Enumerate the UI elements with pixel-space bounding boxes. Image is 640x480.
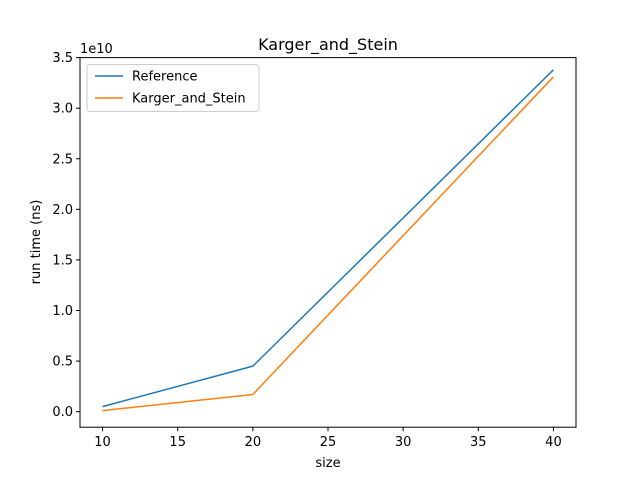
x-tick-label: 10: [94, 435, 111, 450]
y-tick-label: 0.0: [52, 405, 73, 420]
x-tick-label: 40: [545, 435, 562, 450]
y-tick-label: 2.5: [52, 152, 73, 167]
y-tick-label: 1.5: [52, 253, 73, 268]
series-line-karger-and-stein: [102, 76, 554, 412]
y-offset-label: 1e10: [80, 42, 113, 57]
y-tick-label: 3.5: [52, 51, 73, 66]
y-tick-label: 3.0: [52, 102, 73, 117]
x-tick-label: 35: [470, 435, 487, 450]
x-tick-label: 30: [395, 435, 412, 450]
x-ticks: 10 15 20 25 30 35 40: [94, 427, 562, 450]
y-tick-label: 0.5: [52, 355, 73, 370]
series-line-reference: [102, 69, 554, 408]
x-tick-label: 25: [320, 435, 337, 450]
x-tick-label: 15: [169, 435, 186, 450]
y-axis-label: run time (ns): [29, 200, 44, 285]
legend-label: Reference: [132, 70, 197, 85]
y-tick-label: 1.0: [52, 304, 73, 319]
y-tick-label: 2.0: [52, 203, 73, 218]
plot-frame: [79, 57, 577, 428]
legend-box: [86, 64, 260, 112]
series-lines: [102, 69, 554, 412]
chart-title: Karger_and_Stein: [258, 35, 398, 55]
x-axis-label: size: [315, 456, 340, 471]
legend-label: Karger_and_Stein: [132, 92, 246, 107]
x-tick-label: 20: [245, 435, 262, 450]
legend: Reference Karger_and_Stein: [86, 64, 260, 112]
y-ticks: 0.0 0.5 1.0 1.5 2.0 2.5 3.0 3.5: [52, 51, 80, 420]
